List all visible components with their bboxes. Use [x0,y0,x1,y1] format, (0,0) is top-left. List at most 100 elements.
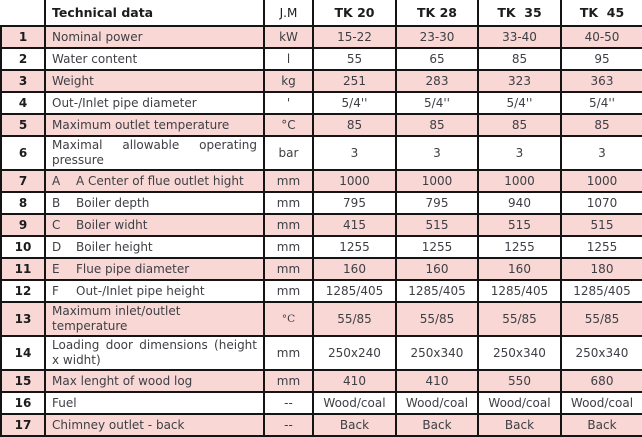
value-cell: 5/4'' [477,91,562,115]
row-label-cell: Nominal power [44,25,265,49]
value-cell: 1000 [477,169,562,193]
value-cell: 1255 [312,235,397,259]
row-number-cell: 10 [0,235,46,259]
row-label-cell: Fuel [44,391,265,415]
table-row: 6 Maximal allowable operating pressure bar… [0,135,642,171]
value-cell: 363 [560,69,642,93]
row-label-cell: Weight [44,69,265,93]
value-cell: 160 [477,257,562,281]
table-row: 8 B Boiler depth mm 795 795 940 1070 [0,191,642,215]
table-row: 16 Fuel -- Wood/coal Wood/coal Wood/coal Wood/… [0,391,642,415]
table-row: 15 Max lenght of wood log mm 410 410 550 680 [0,369,642,393]
row-label-text: Boiler height [76,239,153,254]
value-cell: 795 [395,191,479,215]
row-number-cell: 3 [0,69,46,93]
row-number-cell: 7 [0,169,46,193]
value-cell: 410 [312,369,397,393]
value-cell: 65 [395,47,479,71]
value-cell: 251 [312,69,397,93]
value-cell: 5/4'' [560,91,642,115]
table-row: 14 Loading door dimensions (height x widh… [0,335,642,371]
value-cell: Wood/coal [395,391,479,415]
value-cell: 180 [560,257,642,281]
value-cell: 1070 [560,191,642,215]
value-cell: 940 [477,191,562,215]
value-cell: 515 [477,213,562,237]
row-label-cell: Water content [44,47,265,71]
table-row: 4 Out-/Inlet pipe diameter ' 5/4'' 5/4'' 5/4'… [0,91,642,115]
unit-cell: mm [263,279,314,303]
value-cell: 680 [560,369,642,393]
row-number-cell: 15 [0,369,46,393]
value-cell: 515 [395,213,479,237]
row-number-cell: 16 [0,391,46,415]
row-label-cell: Chimney outlet - back [44,413,265,437]
value-cell: 3 [312,135,397,171]
table-row: 11 E Flue pipe diameter mm 160 160 160 180 [0,257,642,281]
unit-cell: bar [263,135,314,171]
row-number-cell: 6 [0,135,46,171]
value-cell: 15-22 [312,25,397,49]
unit-cell: kg [263,69,314,93]
value-cell: Back [395,413,479,437]
row-label-cell: Loading door dimensions (height x widht) [44,335,265,371]
value-cell: 515 [560,213,642,237]
row-number-cell: 9 [0,213,46,237]
table-row: 13 Maximum inlet/outlet temperature °C 55/8… [0,301,642,337]
row-number-cell: 5 [0,113,46,137]
row-number-cell: 2 [0,47,46,71]
unit-cell: °C [263,301,314,337]
value-cell: 415 [312,213,397,237]
value-cell: 85 [312,113,397,137]
row-number-cell: 1 [0,25,46,49]
value-cell: 1000 [560,169,642,193]
unit-cell: mm [263,169,314,193]
value-cell: 1285/405 [477,279,562,303]
value-cell: 1285/405 [312,279,397,303]
unit-cell: -- [263,391,314,415]
row-label-cell: Maximal allowable operating pressure [44,135,265,171]
unit-cell: -- [263,413,314,437]
row-number-cell: 4 [0,91,46,115]
value-cell: 160 [395,257,479,281]
row-label-cell: A A Center of flue outlet hight [44,169,265,193]
table-row: 1 Nominal power kW 15-22 23-30 33-40 40-50 [0,25,642,49]
dimension-letter: D [52,239,62,254]
value-cell: 1000 [312,169,397,193]
table-row: 2 Water content l 55 65 85 95 [0,47,642,71]
unit-cell: kW [263,25,314,49]
value-cell: 323 [477,69,562,93]
value-cell: 550 [477,369,562,393]
value-cell: 1285/405 [560,279,642,303]
header-model-tk20: TK 20 [312,0,397,27]
unit-cell: °C [263,113,314,137]
value-cell: 40-50 [560,25,642,49]
row-label-cell: Out-/Inlet pipe diameter [44,91,265,115]
dimension-letter: B [52,195,61,210]
value-cell: Wood/coal [560,391,642,415]
value-cell: 1255 [560,235,642,259]
value-cell: Back [312,413,397,437]
value-cell: 5/4'' [312,91,397,115]
table-row: 12 F Out-/Inlet pipe height mm 1285/405 1285/… [0,279,642,303]
row-label-cell: B Boiler depth [44,191,265,215]
row-number-cell: 13 [0,301,46,337]
dimension-letter: F [52,283,59,298]
value-cell: 1285/405 [395,279,479,303]
row-label-cell: F Out-/Inlet pipe height [44,279,265,303]
unit-cell: mm [263,369,314,393]
header-row: Technical data J.M TK 20 TK 28 TK 35 TK … [1,0,642,27]
value-cell: 410 [395,369,479,393]
header-model-tk35: TK 35 [477,0,562,27]
unit-cell: mm [263,191,314,215]
value-cell: 85 [477,113,562,137]
header-model-tk45: TK 45 [560,0,642,27]
value-cell: 85 [560,113,642,137]
row-label-text: Boiler widht [76,217,148,232]
value-cell: Back [477,413,562,437]
table-row: 10 D Boiler height mm 1255 1255 1255 1255 [0,235,642,259]
table-row: 9 C Boiler widht mm 415 515 515 515 [0,213,642,237]
value-cell: 250x340 [560,335,642,371]
value-cell: 160 [312,257,397,281]
